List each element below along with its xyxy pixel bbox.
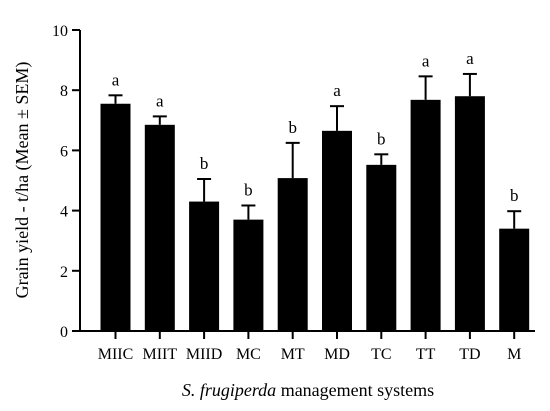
significance-letter-miic: a: [112, 70, 120, 89]
significance-letter-mc: b: [244, 180, 253, 199]
x-axis-title-rest: management systems: [276, 380, 434, 400]
x-tick-label-td: TD: [459, 346, 480, 363]
y-tick-label: 2: [60, 264, 68, 281]
y-tick-label: 0: [60, 324, 68, 341]
significance-letter-td: a: [466, 49, 474, 68]
significance-letter-md: a: [333, 81, 341, 100]
significance-letter-tt: a: [422, 51, 430, 70]
bar-tt: [410, 99, 441, 331]
significance-letter-m: b: [510, 186, 519, 205]
bars-group: [100, 96, 530, 332]
x-tick-label-miid: MIID: [186, 346, 222, 363]
bar-td: [454, 96, 485, 331]
y-tick-label: 6: [60, 143, 68, 160]
x-axis-title-species: S. frugiperda: [182, 380, 276, 400]
y-axis: 0 2 4 6 8 10: [52, 23, 81, 341]
x-tick-label-md: MD: [324, 346, 350, 363]
significance-letter-miit: a: [156, 91, 164, 110]
x-tick-label-miic: MIIC: [98, 346, 134, 363]
bar-miit: [144, 124, 175, 331]
y-tick-label: 8: [60, 83, 68, 100]
error-bars-group: [108, 72, 522, 229]
bar-miic: [100, 103, 131, 332]
x-tick-label-m: M: [507, 346, 521, 363]
bar-miid: [189, 201, 220, 331]
bar-mc: [233, 219, 264, 331]
x-axis-title: S. frugiperda management systems: [182, 380, 434, 400]
bar-md: [322, 130, 352, 331]
x-tick-label-miit: MIIT: [142, 346, 177, 363]
significance-letter-mt: b: [288, 118, 297, 137]
x-tick-label-mt: MT: [281, 346, 305, 363]
y-axis-title: Grain yield - t/ha (Mean ± SEM): [12, 62, 33, 299]
x-tick-label-tc: TC: [371, 346, 391, 363]
x-axis: MIIC MIIT MIID MC MT MD TC TT TD M: [79, 330, 535, 363]
x-tick-label-tt: TT: [416, 346, 436, 363]
significance-letter-miid: b: [200, 154, 209, 173]
significance-letter-tc: b: [377, 129, 386, 148]
significance-letters-group: a a b b b a b a a b: [112, 49, 519, 205]
bar-tc: [366, 164, 397, 331]
x-tick-label-mc: MC: [236, 346, 261, 363]
y-tick-label: 10: [52, 23, 68, 40]
y-tick-label: 4: [60, 204, 68, 221]
bar-mt: [277, 178, 308, 331]
bar-m: [499, 228, 530, 331]
